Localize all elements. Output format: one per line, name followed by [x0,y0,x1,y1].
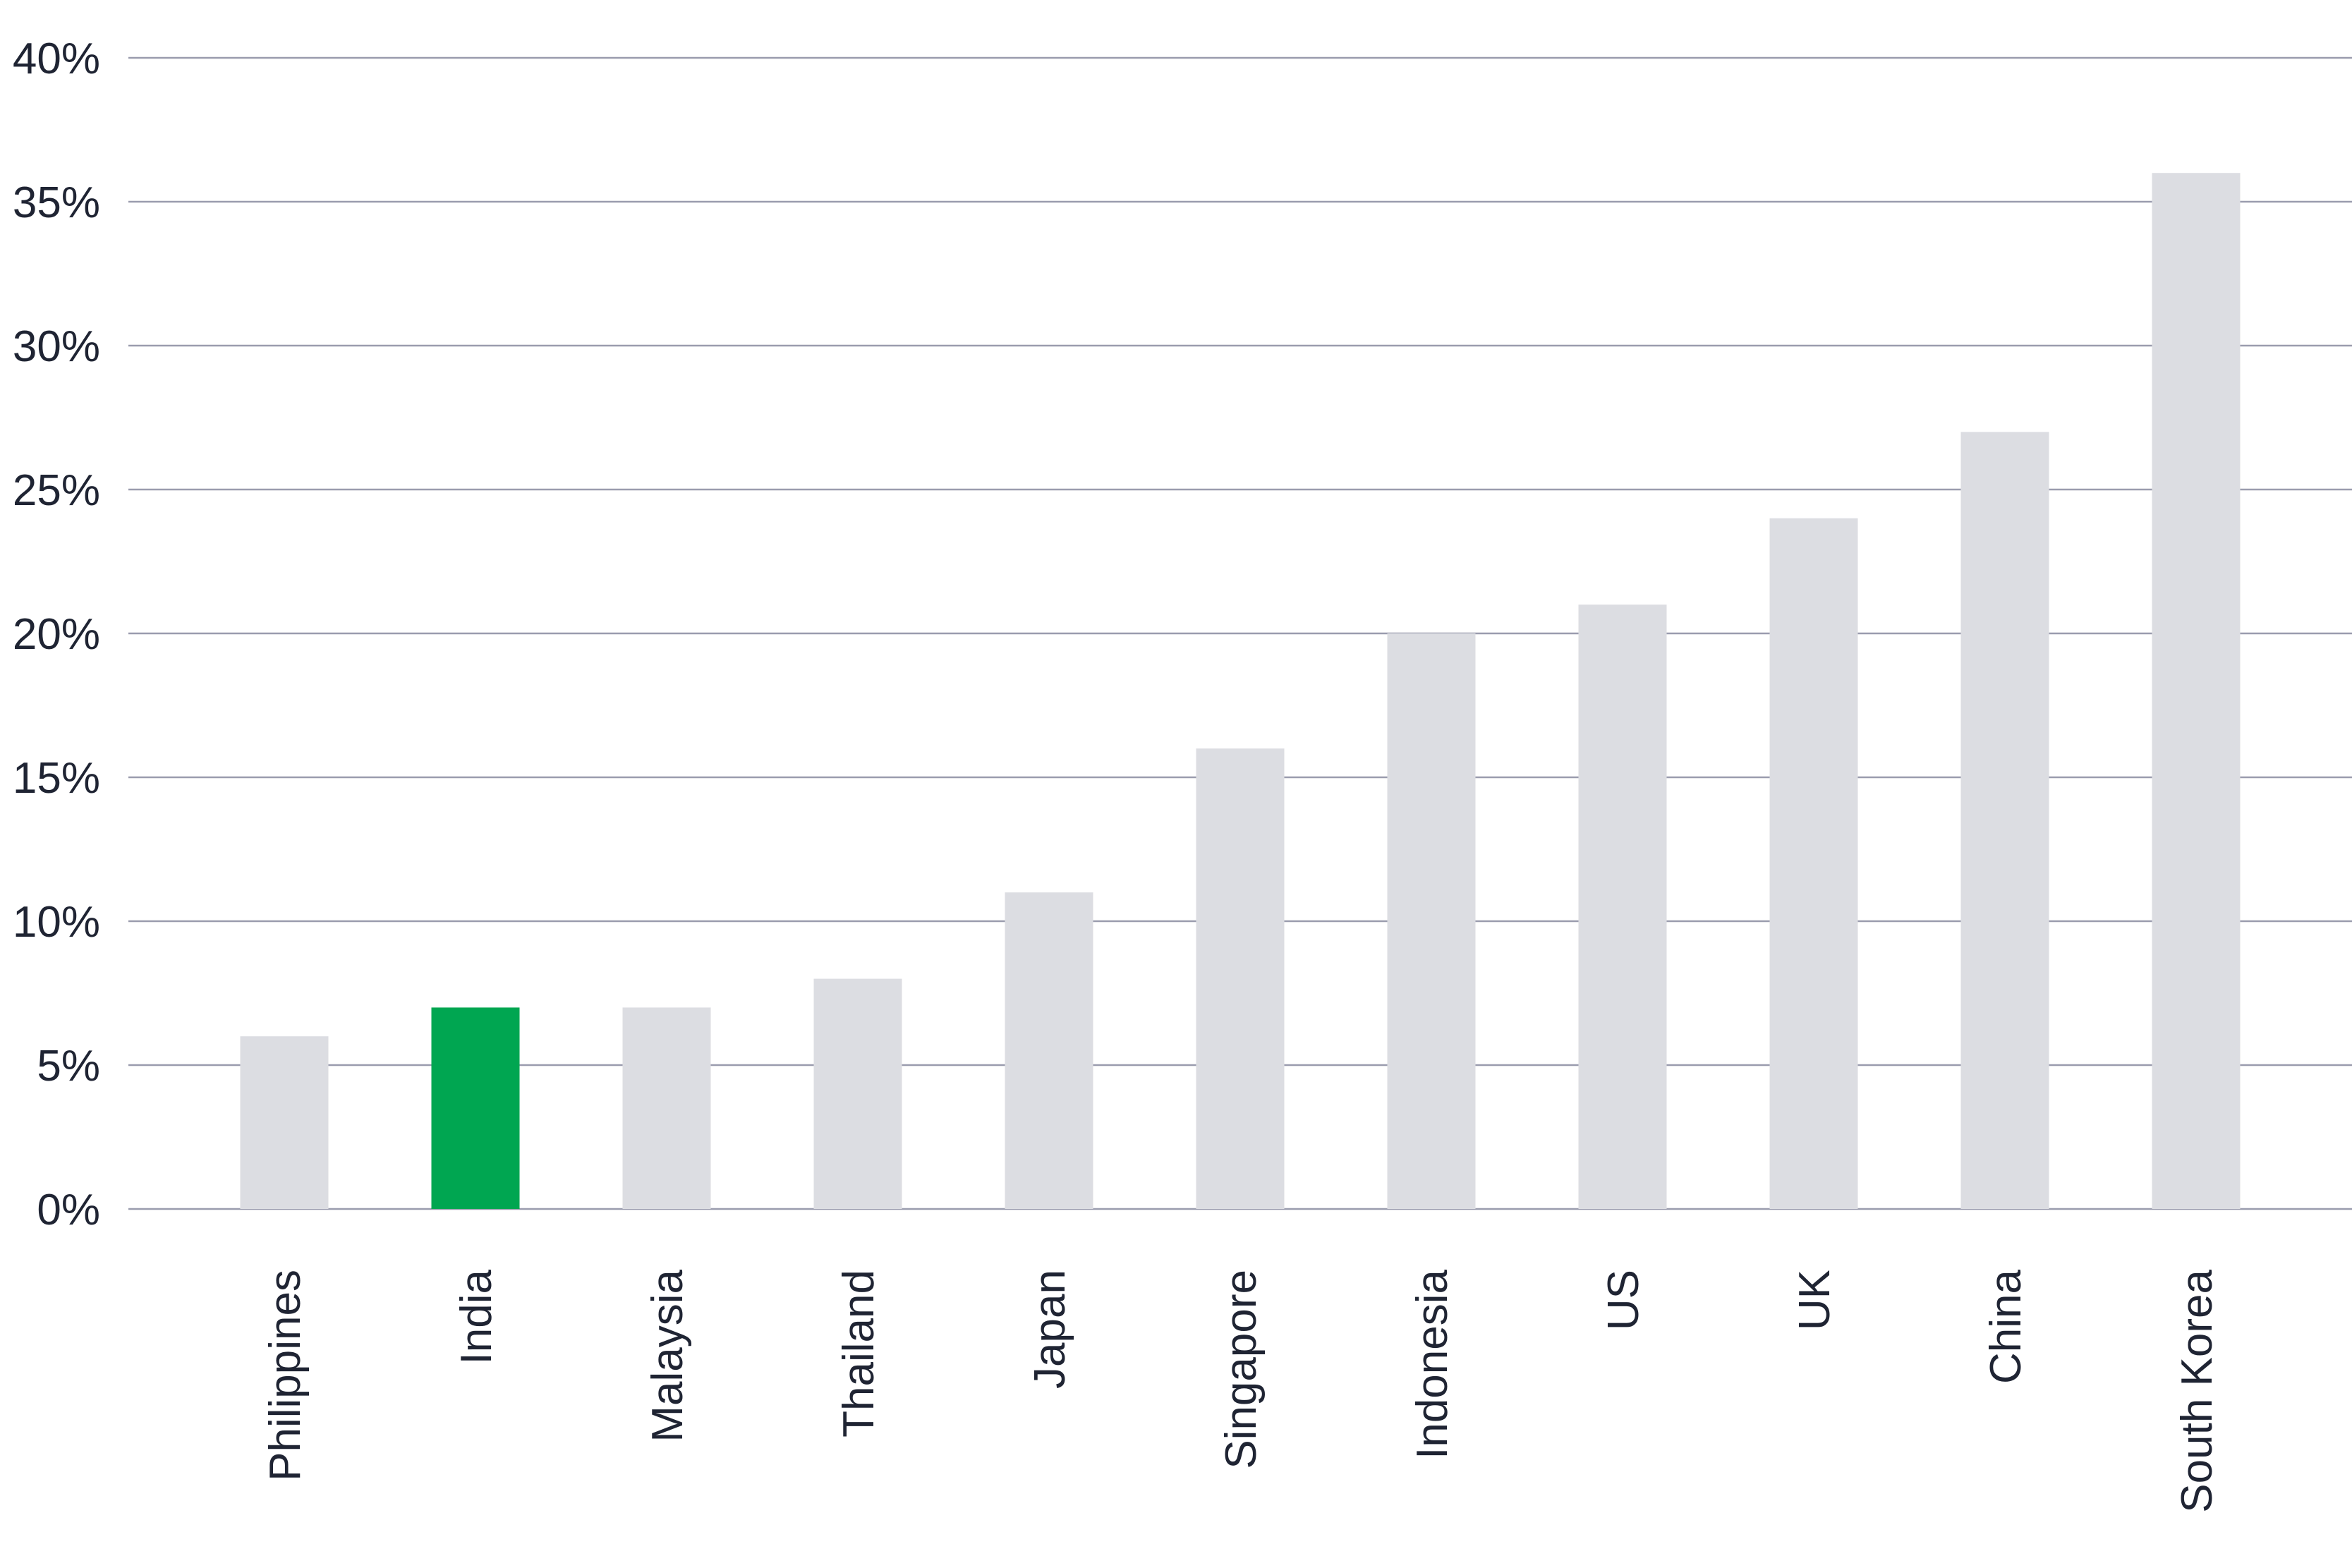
x-category-label: South Korea [2173,1269,2221,1512]
y-tick-label: 0% [37,1186,100,1234]
bar-uk [1769,518,1858,1209]
x-category-label: Singapore [1217,1270,1266,1469]
x-category-label: Malaysia [643,1269,692,1442]
bar-south-korea [2152,173,2241,1210]
y-tick-label: 40% [13,35,100,83]
bar-malaysia [622,1007,711,1209]
x-category-label: UK [1790,1270,1839,1330]
bar-us [1578,604,1667,1209]
x-category-label: Philippines [261,1270,310,1481]
bar-thailand [813,978,902,1209]
y-tick-label: 15% [13,754,100,803]
x-category-label: Thailand [835,1270,883,1438]
y-tick-label: 10% [13,898,100,947]
x-category-label: US [1599,1270,1648,1330]
bar-india [431,1007,520,1209]
x-axis-category-labels: Philippines India Malaysia Thailand Japan Sin… [261,1269,2221,1512]
x-category-label: China [1982,1269,2030,1384]
bars [240,173,2241,1210]
bar-singapore [1196,748,1285,1209]
x-category-label: Japan [1026,1270,1074,1389]
x-category-label: India [452,1269,501,1364]
y-tick-label: 5% [37,1042,100,1090]
y-tick-label: 25% [13,466,100,515]
y-tick-label: 30% [13,322,100,371]
y-tick-label: 20% [13,610,100,659]
x-category-label: Indonesia [1408,1269,1457,1459]
y-tick-label: 35% [13,178,100,227]
bar-china [1960,432,2049,1209]
bar-philippines [240,1036,329,1209]
y-axis-tick-labels: 0% 5% 10% 15% 20% 25% 30% 35% 40% [13,35,100,1234]
bar-japan [1005,892,1093,1209]
bar-indonesia [1387,633,1476,1209]
